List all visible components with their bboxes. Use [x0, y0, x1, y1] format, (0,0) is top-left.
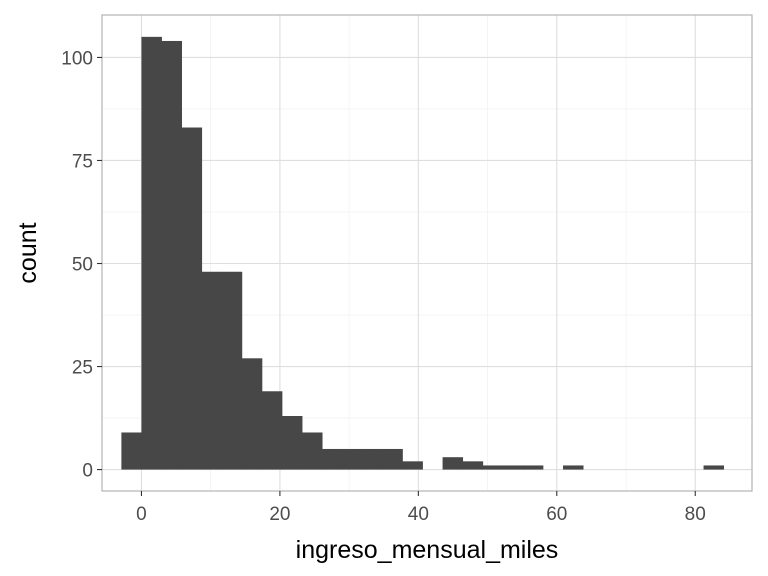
histogram-bar — [261, 391, 283, 470]
histogram-bar — [241, 358, 263, 470]
histogram-bar — [703, 465, 725, 470]
y-tick-label: 75 — [72, 151, 93, 172]
x-tick-labels: 0 20 40 60 80 — [136, 504, 706, 525]
histogram-bar — [402, 461, 423, 470]
histogram-bar — [181, 127, 203, 470]
panel-border — [101, 14, 753, 492]
histogram-bars — [121, 36, 725, 470]
histogram-bar — [382, 448, 403, 470]
y-tick-label: 100 — [61, 48, 93, 69]
x-axis-title: ingreso_mensual_miles — [296, 536, 559, 564]
histogram-bar — [442, 457, 464, 470]
histogram-bar — [502, 465, 524, 470]
histogram-bar — [281, 415, 303, 470]
histogram-bar — [322, 448, 343, 470]
histogram-bar — [161, 40, 183, 470]
x-tick-label: 80 — [685, 504, 706, 525]
histogram-bar — [201, 271, 223, 470]
histogram-bar — [342, 448, 363, 470]
y-axis-title: count — [14, 222, 42, 283]
histogram-bar — [522, 465, 544, 470]
histogram-bar — [462, 461, 484, 470]
histogram-bar — [141, 36, 162, 470]
y-tick-label: 25 — [72, 358, 93, 379]
x-tick-label: 20 — [269, 504, 290, 525]
grid-minor-lines — [102, 15, 752, 491]
axis-ticks — [97, 56, 696, 496]
x-tick-label: 0 — [136, 504, 147, 525]
histogram-bar — [121, 432, 142, 470]
histogram-bar — [302, 432, 323, 470]
x-tick-label: 60 — [546, 504, 567, 525]
histogram-bar — [563, 465, 584, 470]
histogram-bar — [221, 271, 243, 470]
y-tick-label: 0 — [82, 461, 93, 482]
histogram-bar — [362, 448, 383, 470]
x-tick-label: 40 — [408, 504, 429, 525]
y-tick-label: 50 — [72, 255, 93, 276]
histogram-bar — [482, 465, 504, 470]
y-tick-labels: 0 25 50 75 100 — [61, 48, 93, 481]
